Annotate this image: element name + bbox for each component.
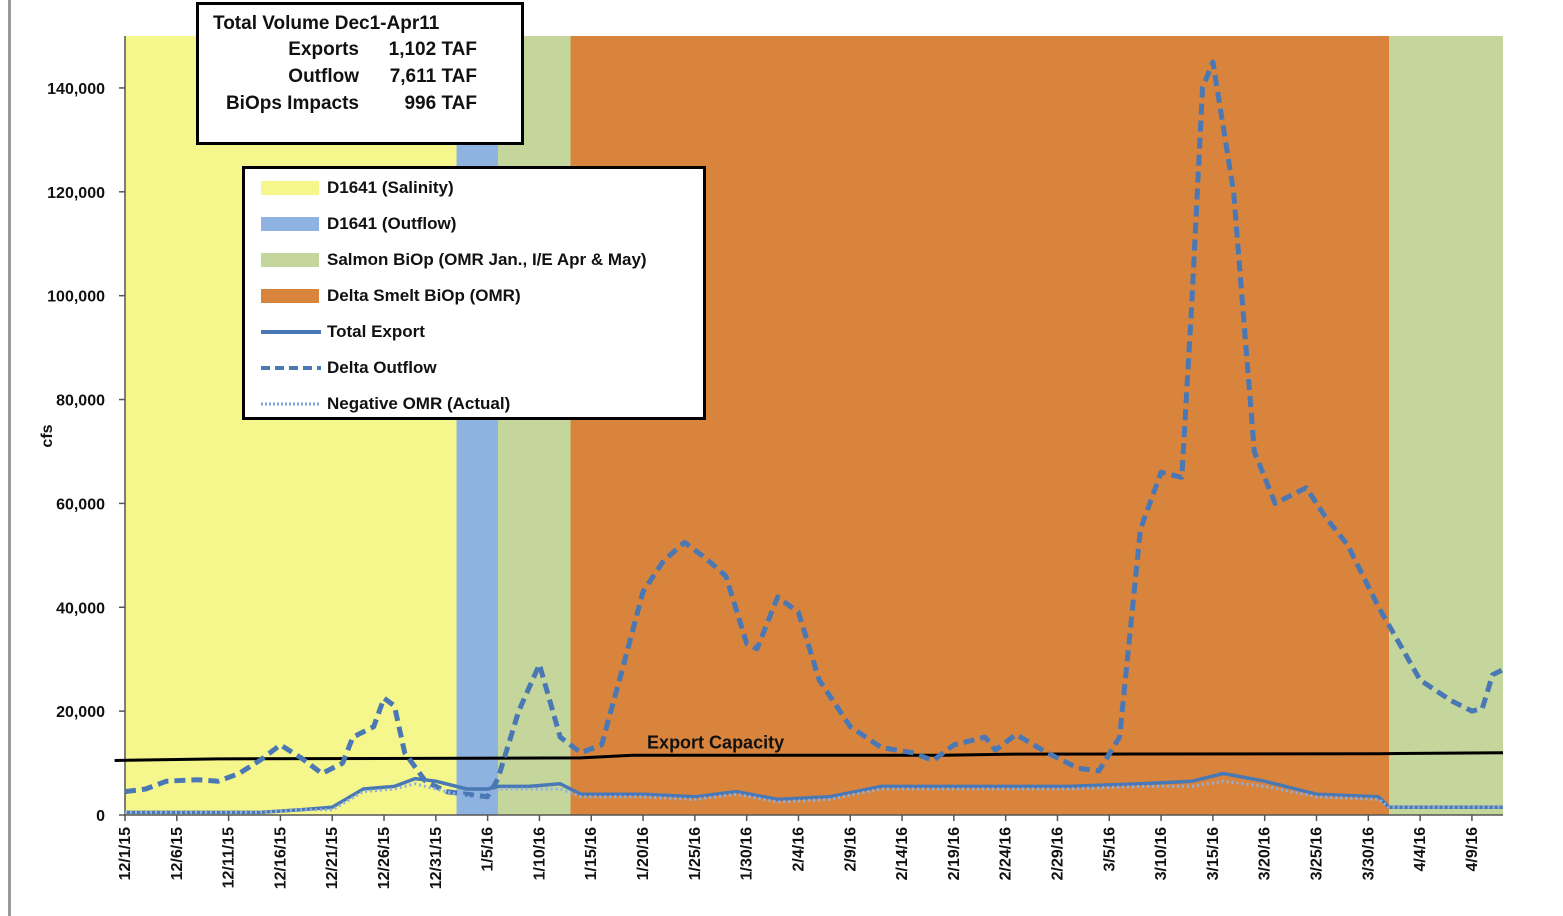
- x-tick-label: 1/15/16: [583, 827, 600, 880]
- legend-line-dotted: [261, 402, 321, 406]
- x-tick-label: 2/19/16: [946, 827, 963, 880]
- x-tick-label: 12/16/15: [272, 827, 289, 889]
- export-capacity-annotation: Export Capacity: [647, 732, 784, 752]
- export-capacity-line-group: Export Capacity: [114, 732, 1504, 762]
- y-tick-label: 60,000: [56, 496, 105, 513]
- chart-legend: D1641 (Salinity) D1641 (Outflow) Salmon …: [242, 166, 706, 420]
- summary-value: 996 TAF: [404, 93, 477, 114]
- x-tick-label: 2/24/16: [998, 827, 1015, 880]
- summary-row-outflow: Outflow 7,611 TAF: [199, 66, 521, 90]
- region-band: [1389, 36, 1503, 815]
- x-tick-label: 3/10/16: [1153, 827, 1170, 880]
- x-tick-label: 2/9/16: [842, 827, 859, 872]
- x-tick-label: 1/30/16: [739, 827, 756, 880]
- legend-item-total-export: Total Export: [257, 321, 697, 345]
- region-band: [497, 36, 571, 815]
- legend-label: Delta Smelt BiOp (OMR): [327, 286, 521, 305]
- y-tick-label: 40,000: [56, 600, 105, 617]
- legend-swatch: [261, 289, 319, 303]
- x-tick-label: 1/10/16: [531, 827, 548, 880]
- summary-title: Total Volume Dec1-Apr11: [213, 13, 440, 34]
- x-tick-label: 4/9/16: [1464, 827, 1481, 872]
- page-left-rule: [8, 0, 11, 916]
- x-tick-label: 4/4/16: [1412, 827, 1429, 872]
- legend-line-solid: [261, 330, 321, 334]
- summary-label: BiOps Impacts: [225, 93, 359, 114]
- y-tick-label: 80,000: [56, 393, 105, 410]
- x-tick-label: 1/25/16: [687, 827, 704, 880]
- x-tick-label: 3/15/16: [1205, 827, 1222, 880]
- x-tick-label: 2/14/16: [894, 827, 911, 880]
- y-tick-label: 140,000: [47, 81, 105, 98]
- legend-swatch: [261, 181, 319, 195]
- x-tick-label: 12/11/15: [221, 827, 238, 889]
- legend-label: Salmon BiOp (OMR Jan., I/E Apr & May): [327, 250, 647, 269]
- series-line-total-export: [125, 771, 1503, 815]
- summary-box: Total Volume Dec1-Apr11 Exports 1,102 TA…: [196, 2, 524, 145]
- legend-label: D1641 (Outflow): [327, 214, 457, 233]
- legend-item-delta-smelt-biop: Delta Smelt BiOp (OMR): [257, 285, 697, 309]
- y-tick-label: 20,000: [56, 704, 105, 721]
- x-tick-label: 12/21/15: [324, 827, 341, 889]
- y-axis-label: cfs: [39, 424, 56, 447]
- legend-line-dashed: [261, 366, 321, 370]
- x-tick-label: 1/5/16: [480, 827, 497, 872]
- series-group: [124, 59, 1505, 815]
- x-tick-label: 12/1/15: [117, 827, 134, 880]
- region-band: [456, 36, 498, 815]
- legend-item-delta-outflow: Delta Outflow: [257, 357, 697, 381]
- legend-label: Delta Outflow: [327, 358, 437, 377]
- summary-label: Outflow: [288, 66, 359, 87]
- region-band: [125, 36, 457, 815]
- x-tick-label: 2/29/16: [1049, 827, 1066, 880]
- y-tick-label: 120,000: [47, 185, 105, 202]
- legend-label: Total Export: [327, 322, 425, 341]
- x-tick-label: 2/4/16: [790, 827, 807, 872]
- x-tick-label: 3/20/16: [1257, 827, 1274, 880]
- summary-label: Exports: [288, 39, 359, 60]
- legend-item-negative-omr: Negative OMR (Actual): [257, 393, 697, 417]
- x-tick-label: 1/20/16: [635, 827, 652, 880]
- axis-labels: 0 20,000 40,000 60,000 80,000 100,000 120,000 1…: [39, 81, 1481, 889]
- export-capacity-line: [114, 751, 1504, 762]
- summary-value: 7,611 TAF: [389, 66, 477, 87]
- legend-item-outflow-standard: D1641 (Outflow): [257, 213, 697, 237]
- legend-swatch: [261, 217, 319, 231]
- x-tick-label: 3/5/16: [1101, 827, 1118, 872]
- legend-label: D1641 (Salinity): [327, 178, 454, 197]
- legend-item-salinity: D1641 (Salinity): [257, 177, 697, 201]
- x-tick-label: 3/25/16: [1309, 827, 1326, 880]
- region-band: [570, 36, 1390, 815]
- legend-label: Negative OMR (Actual): [327, 394, 511, 413]
- summary-row-biops-impacts: BiOps Impacts 996 TAF: [199, 93, 521, 117]
- summary-row-exports: Exports 1,102 TAF: [199, 39, 521, 63]
- x-tick-label: 12/6/15: [169, 827, 186, 880]
- legend-swatch: [261, 253, 319, 267]
- summary-value: 1,102 TAF: [388, 39, 477, 60]
- y-tick-label: 0: [96, 808, 105, 825]
- series-line-delta-outflow: [124, 59, 1505, 800]
- x-tick-label: 12/31/15: [428, 827, 445, 889]
- x-tick-label: 3/30/16: [1360, 827, 1377, 880]
- x-tick-label: 12/26/15: [376, 827, 393, 889]
- legend-item-salmon-biop: Salmon BiOp (OMR Jan., I/E Apr & May): [257, 249, 697, 273]
- background-regions: [125, 36, 1503, 815]
- axes: [119, 36, 1503, 821]
- y-tick-label: 100,000: [47, 289, 105, 306]
